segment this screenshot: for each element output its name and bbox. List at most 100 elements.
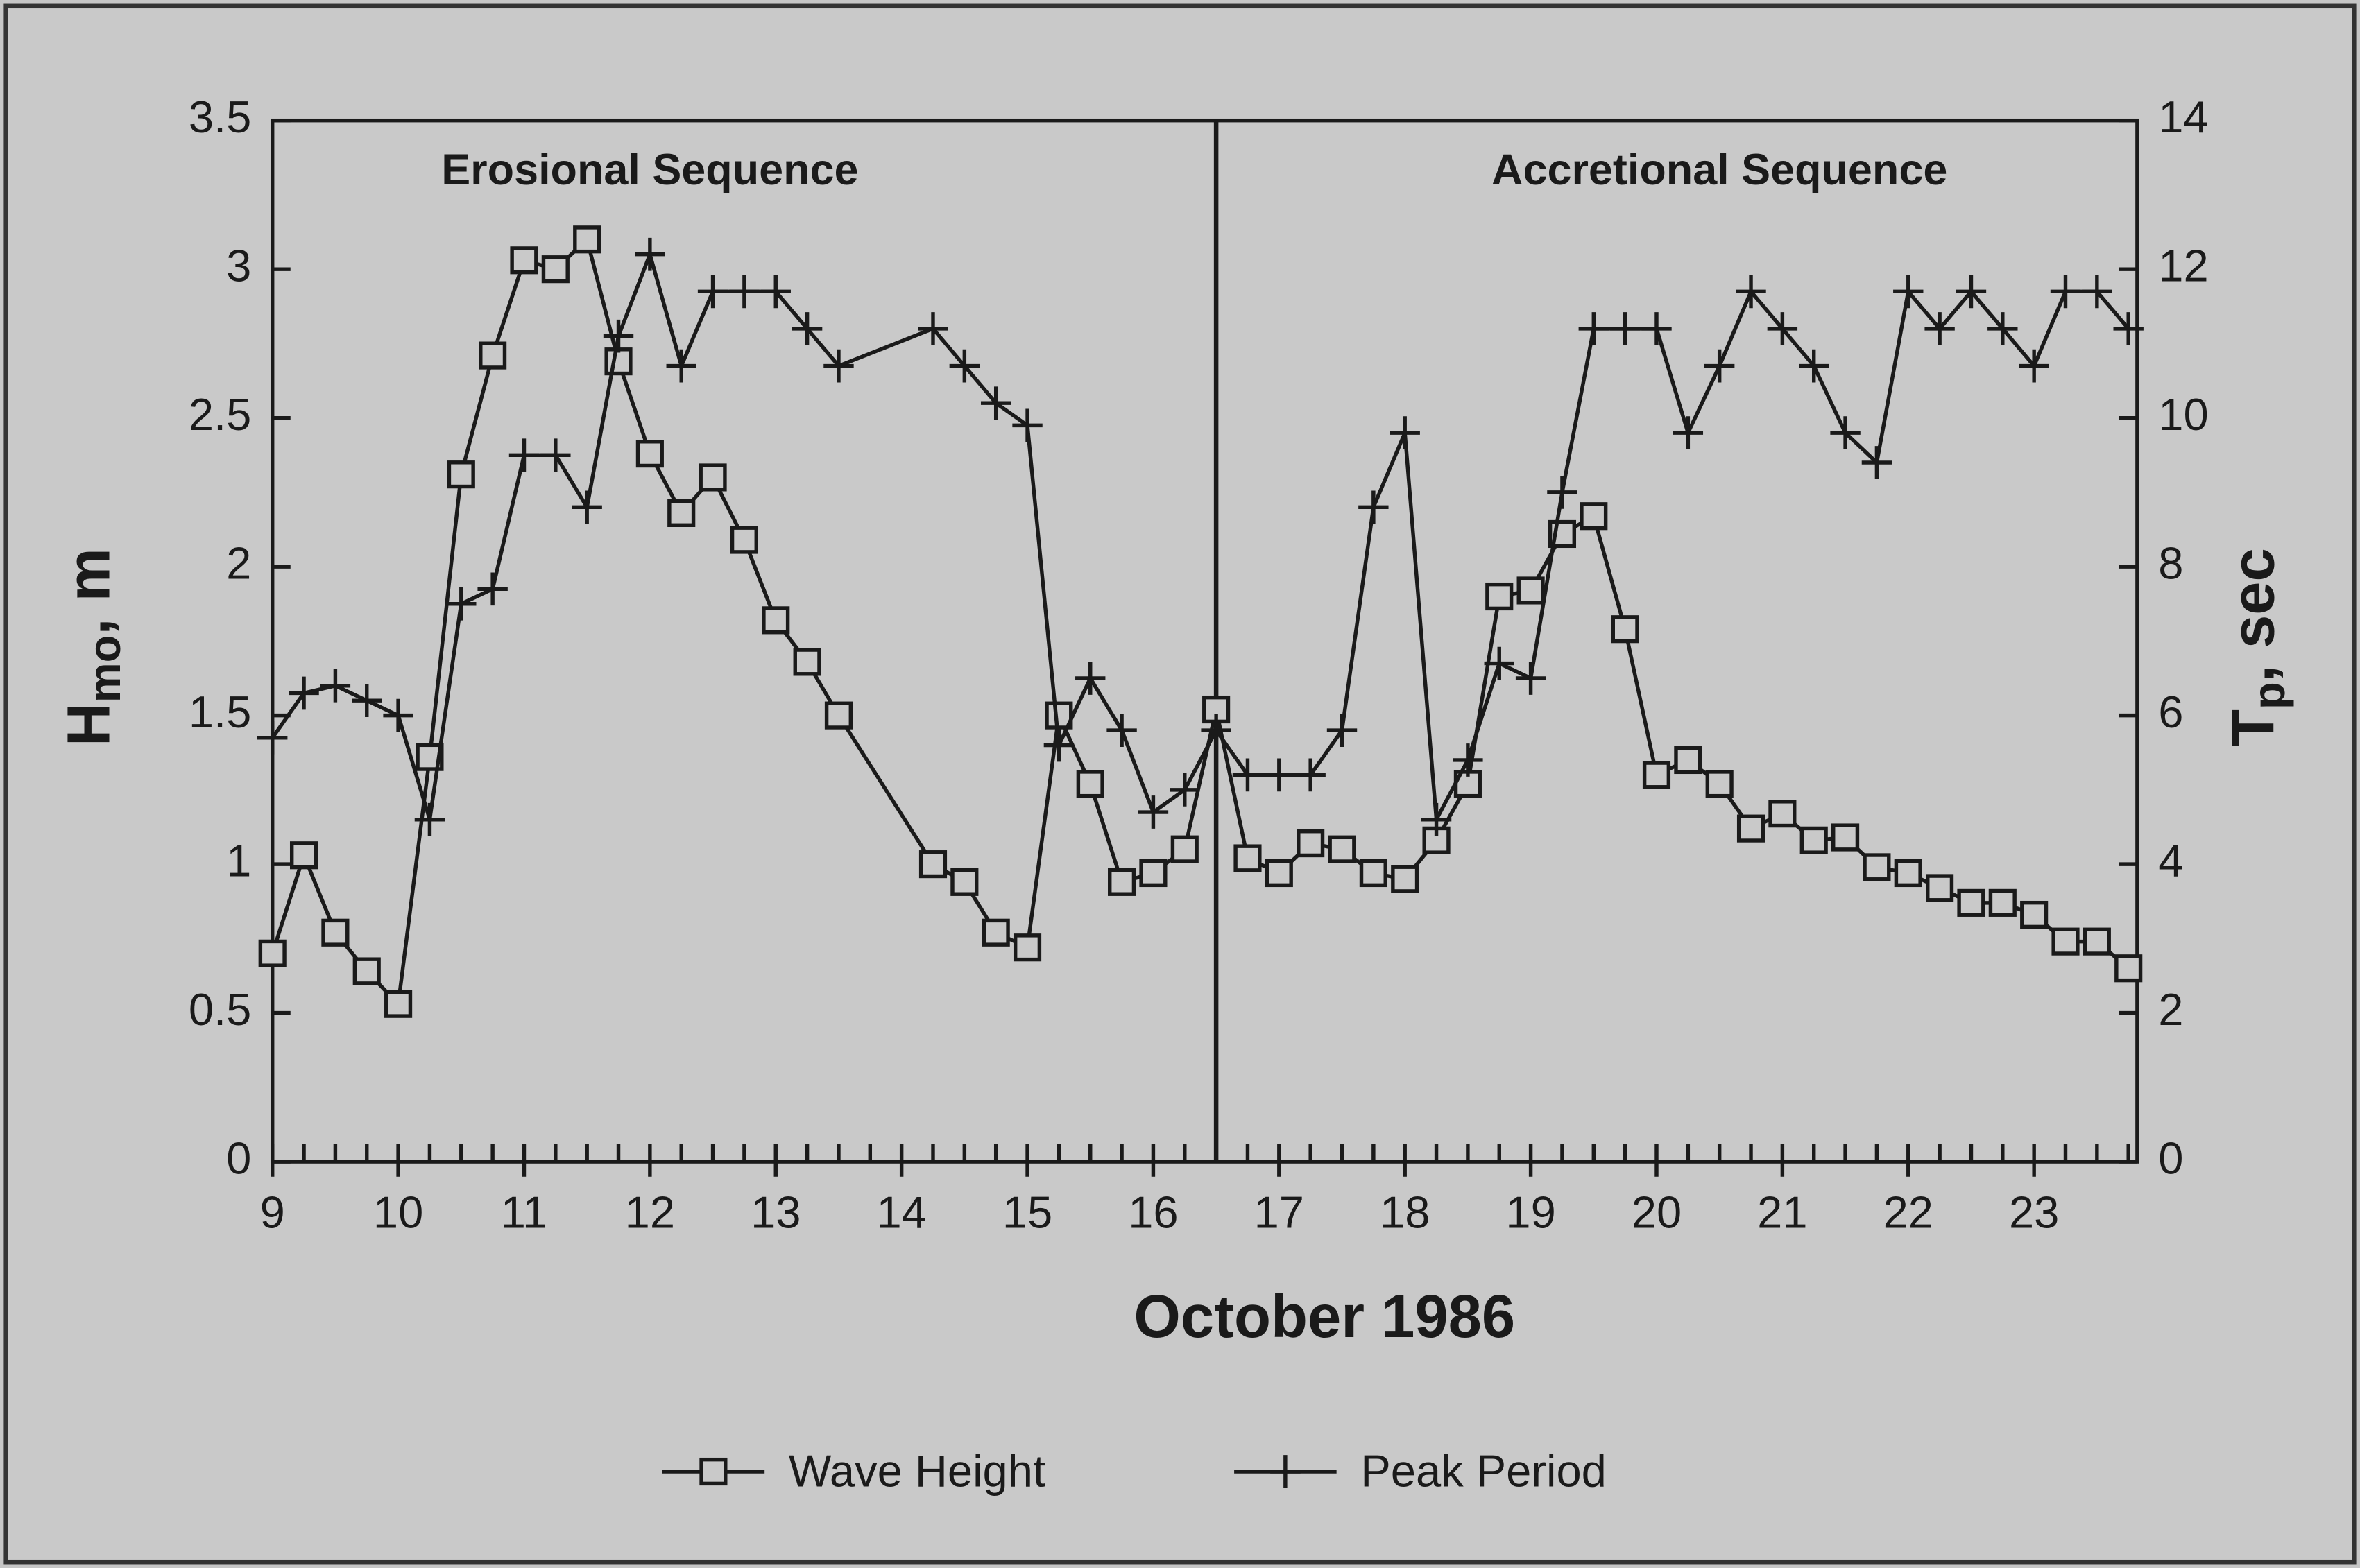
legend-item: Peak Period xyxy=(1234,1446,1607,1497)
plus-marker xyxy=(2082,275,2112,309)
square-marker xyxy=(1799,826,1828,854)
plus-marker xyxy=(1201,714,1231,747)
square-marker xyxy=(699,1457,728,1486)
frame xyxy=(3,3,2357,1565)
y-tick-label: 3.5 xyxy=(189,92,251,142)
plus-marker xyxy=(572,490,602,524)
plus-marker xyxy=(1641,312,1672,345)
square-marker xyxy=(1926,874,1954,902)
square-marker xyxy=(730,526,758,554)
plus-marker xyxy=(414,802,445,836)
plus-marker xyxy=(1326,714,1358,747)
x-tick-label: 15 xyxy=(1002,1187,1052,1237)
y2-tick-label: 0 xyxy=(2158,1132,2183,1183)
square-marker xyxy=(1863,853,1891,881)
y2-tick-label: 8 xyxy=(2158,537,2183,588)
y2-label-rest: , sec xyxy=(2219,548,2286,682)
square-marker xyxy=(573,225,601,254)
plus-marker xyxy=(1270,1455,1301,1488)
y2-tick-label: 12 xyxy=(2158,240,2208,291)
square-marker xyxy=(824,701,853,730)
plus-marker xyxy=(1138,795,1169,829)
square-marker xyxy=(2083,927,2111,956)
plus-marker xyxy=(1609,312,1641,345)
series-line xyxy=(271,248,2130,827)
plus-marker xyxy=(697,275,728,309)
square-marker xyxy=(1170,835,1199,863)
square-marker xyxy=(1674,746,1702,775)
plus-marker xyxy=(1515,662,1546,695)
y2-label-sub: p xyxy=(2243,682,2294,709)
y2-tick-label: 6 xyxy=(2158,687,2183,737)
y2-tick-label: 2 xyxy=(2158,984,2183,1035)
plus-marker xyxy=(1232,758,1263,792)
square-marker xyxy=(447,460,475,489)
square-marker xyxy=(1894,859,1922,888)
plus-marker xyxy=(289,676,319,710)
y-label-rest: , m xyxy=(55,548,122,635)
plus-marker xyxy=(383,698,413,732)
square-marker xyxy=(258,939,287,967)
plus-marker xyxy=(1295,758,1326,792)
square-marker xyxy=(1957,888,1985,917)
y-tick-label: 3 xyxy=(226,240,251,291)
plus-marker xyxy=(1956,275,1987,309)
plus-marker xyxy=(1012,408,1043,442)
square-marker xyxy=(918,850,948,879)
square-marker xyxy=(635,440,664,468)
x-tick-label: 19 xyxy=(1505,1187,1555,1237)
square-marker xyxy=(510,246,538,275)
annotation: Erosional Sequence xyxy=(441,146,858,194)
plus-marker xyxy=(1264,758,1294,792)
square-marker xyxy=(1391,865,1419,893)
plus-marker xyxy=(918,312,948,345)
square-marker xyxy=(479,341,507,370)
plus-marker xyxy=(635,237,665,271)
plus-marker xyxy=(1736,275,1766,309)
plus-marker xyxy=(792,312,823,345)
plus-marker xyxy=(823,349,854,383)
square-marker xyxy=(1988,888,2017,917)
square-marker xyxy=(1485,582,1514,611)
square-marker xyxy=(321,918,350,947)
plus-marker xyxy=(729,275,760,309)
x-tick-label: 12 xyxy=(625,1187,675,1237)
plus-marker xyxy=(949,349,980,383)
square-marker xyxy=(1233,844,1262,872)
x-tick-label: 10 xyxy=(373,1187,423,1237)
square-marker xyxy=(2051,927,2080,956)
x-tick-label: 22 xyxy=(1883,1187,1933,1237)
plus-marker xyxy=(2113,312,2144,345)
square-marker xyxy=(384,990,413,1018)
plus-marker xyxy=(1673,416,1704,449)
square-marker xyxy=(1013,933,1042,962)
x-tick-label: 14 xyxy=(876,1187,926,1237)
plus-marker xyxy=(980,386,1011,420)
plus-marker xyxy=(1106,714,1137,747)
square-marker xyxy=(1611,615,1639,644)
x-tick-label: 21 xyxy=(1757,1187,1807,1237)
square-marker xyxy=(667,499,696,527)
y-tick-label: 0.5 xyxy=(189,984,251,1035)
plus-marker xyxy=(352,684,382,718)
y-label-main: H xyxy=(55,703,122,746)
x-tick-label: 17 xyxy=(1254,1187,1304,1237)
plus-marker xyxy=(477,572,508,606)
plus-marker xyxy=(760,275,791,309)
plus-marker xyxy=(603,319,634,353)
square-marker xyxy=(762,606,790,635)
plus-marker xyxy=(540,438,571,472)
plus-marker xyxy=(1987,312,2018,345)
x-tick-label: 23 xyxy=(2009,1187,2059,1237)
square-marker xyxy=(1642,761,1671,789)
legend-label: Wave Height xyxy=(789,1446,1045,1497)
y-tick-label: 2 xyxy=(226,537,251,588)
x-tick-label: 13 xyxy=(751,1187,801,1237)
square-marker xyxy=(352,957,381,985)
plus-marker xyxy=(1484,646,1514,680)
square-marker xyxy=(604,347,633,376)
plus-marker xyxy=(257,721,288,755)
square-marker xyxy=(1265,859,1293,888)
plus-marker xyxy=(1358,490,1389,524)
